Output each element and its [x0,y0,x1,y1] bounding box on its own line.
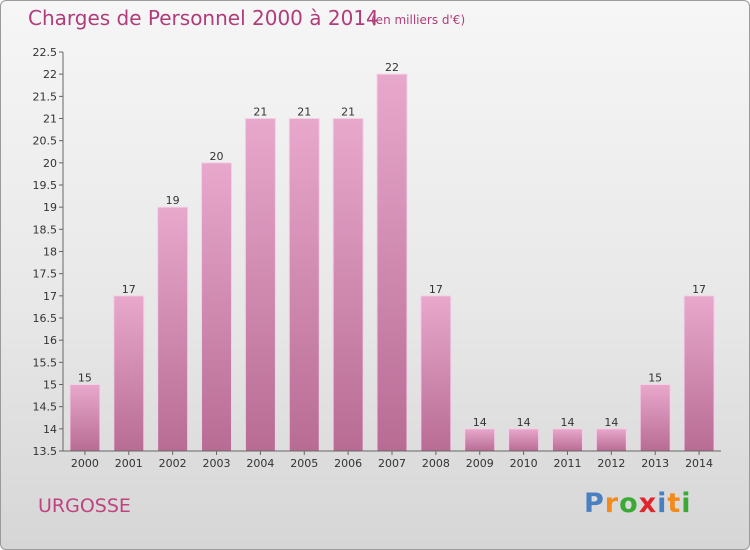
logo-letter: o [619,488,639,519]
bar [551,428,583,452]
data-label: 20 [210,150,224,163]
data-label: 14 [604,416,618,429]
data-label: 21 [253,106,267,119]
x-tick-label: 2003 [203,457,231,470]
chart-subtitle: (en milliers d'€) [371,13,466,27]
bar [376,73,408,452]
data-label: 15 [78,372,92,385]
bar [157,206,189,452]
y-tick-label: 17 [43,290,57,303]
data-label: 17 [429,283,443,296]
data-label: 21 [297,106,311,119]
commune-name: URGOSSE [38,495,131,517]
bar [244,118,276,452]
data-label: 17 [122,283,136,296]
logo-letter: x [638,488,658,519]
y-axis: 13.5 14 14.5 15 15.5 16 16.5 17 17.5 18 18.5 19 19.5… [33,46,64,458]
x-tick-label: 2012 [597,457,625,470]
y-tick-label: 22 [43,68,57,81]
x-axis: 2000 2001 2002 2003 2004 2005 2006 2007 2008 2009… [63,450,721,470]
data-label: 17 [692,283,706,296]
bar [201,162,233,452]
x-tick-label: 2011 [553,457,581,470]
logo-letter: r [604,488,620,519]
y-tick-label: 17.5 [33,268,58,281]
bar [639,384,671,452]
y-tick-label: 20 [43,157,57,170]
bar [69,384,101,452]
y-tick-label: 18 [43,246,57,259]
x-tick-label: 2010 [510,457,538,470]
y-tick-label: 19 [43,201,57,214]
y-tick-label: 14.5 [33,401,58,414]
x-tick-label: 2006 [334,457,362,470]
y-tick-label: 18.5 [33,223,58,236]
y-tick-label: 13.5 [33,445,58,458]
bar [113,295,145,452]
y-tick-label: 16.5 [33,312,58,325]
y-tick-label: 21 [43,113,57,126]
data-label: 19 [166,194,180,207]
logo-letter: i [657,488,668,519]
x-tick-label: 2001 [115,457,143,470]
bar [332,118,364,452]
bar [288,118,320,452]
data-label: 14 [517,416,531,429]
data-label: 22 [385,61,399,74]
x-tick-label: 2002 [159,457,187,470]
x-tick-label: 2008 [422,457,450,470]
y-tick-label: 21.5 [33,90,58,103]
proxiti-logo: Proxiti [584,488,692,519]
bar [420,295,452,452]
y-tick-label: 14 [43,423,57,436]
bar [595,428,627,452]
logo-letter: i [681,488,692,519]
y-tick-label: 20.5 [33,135,58,148]
y-tick-label: 16 [43,334,57,347]
data-label: 14 [560,416,574,429]
x-tick-label: 2013 [641,457,669,470]
x-tick-label: 2009 [466,457,494,470]
bar [464,428,496,452]
bar [683,295,715,452]
x-tick-label: 2005 [290,457,318,470]
y-tick-label: 15.5 [33,356,58,369]
logo-letter: t [667,488,682,519]
x-tick-label: 2000 [71,457,99,470]
x-tick-label: 2007 [378,457,406,470]
logo-letter: P [584,488,605,519]
x-tick-label: 2014 [685,457,713,470]
y-tick-label: 15 [43,379,57,392]
bar [508,428,540,452]
y-tick-label: 22.5 [33,46,58,59]
data-label: 21 [341,106,355,119]
data-label: 15 [648,372,662,385]
x-tick-label: 2004 [246,457,274,470]
bars: 15 17 19 20 21 21 21 22 17 14 14 14 14 15 17 [69,61,715,452]
y-tick-label: 19.5 [33,179,58,192]
data-label: 14 [473,416,487,429]
chart-title: Charges de Personnel 2000 à 2014 [28,6,379,30]
